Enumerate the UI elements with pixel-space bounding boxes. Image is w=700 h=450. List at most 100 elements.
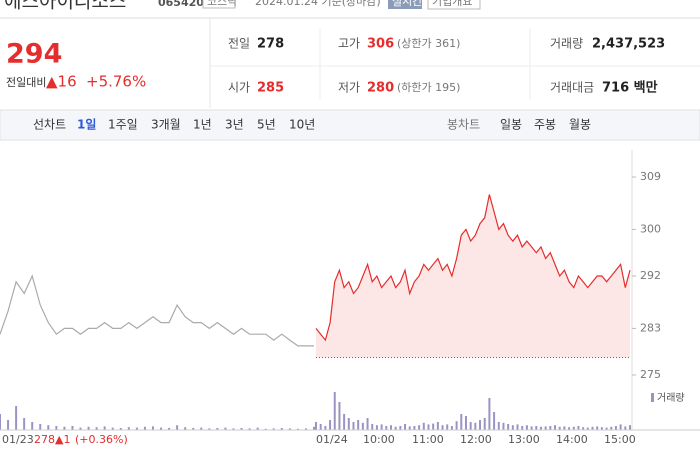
volume-bar	[493, 412, 496, 430]
volume-bar	[544, 426, 547, 430]
volume-bar	[582, 427, 585, 430]
volume-bar	[572, 426, 575, 430]
volume-bar	[624, 426, 627, 430]
volume-bar	[119, 428, 122, 430]
volume-bar	[272, 428, 275, 430]
candle-tab[interactable]: 일봉	[500, 118, 522, 132]
volume-bar	[488, 398, 491, 430]
period-tab[interactable]: 1주일	[108, 118, 138, 132]
volume-bar	[549, 426, 552, 430]
volume-bar	[23, 418, 26, 430]
x-tick-label: 11:00	[412, 433, 444, 446]
y-tick-label: 309	[640, 170, 661, 183]
volume-bar	[460, 414, 463, 430]
stat-label: 시가	[228, 81, 250, 95]
volume-bar	[224, 427, 227, 430]
volume-bar	[610, 426, 613, 430]
price-line	[0, 274, 314, 347]
stock-name: 에스아이리소스	[4, 0, 126, 13]
volume-bar	[371, 424, 374, 430]
volume-bar	[464, 416, 467, 430]
volume-bar	[280, 428, 283, 430]
stat-label: 저가	[338, 81, 360, 95]
tab-bar	[0, 109, 700, 141]
volume-bar	[31, 422, 34, 430]
volume-bar	[0, 414, 1, 430]
volume-bar	[232, 428, 235, 430]
x-tick-label: 13:00	[508, 433, 540, 446]
realtime-badge[interactable]	[388, 0, 422, 9]
volume-bar	[380, 424, 383, 430]
volume-bar	[404, 424, 407, 430]
volume-bar	[55, 426, 58, 430]
price-line	[315, 194, 631, 342]
company[interactable]: 기업개요	[432, 0, 472, 8]
volume-bar	[357, 420, 360, 430]
volume-bar	[87, 426, 90, 430]
volume-bar	[521, 426, 524, 430]
stat-label: 거래대금	[550, 81, 594, 95]
volume-bar	[591, 426, 594, 430]
candle-tab[interactable]: 주봉	[534, 118, 556, 132]
volume-bar	[441, 425, 444, 430]
volume-bar	[39, 424, 42, 430]
x-tick-label: 01/24	[316, 433, 348, 446]
stat-label: 전일	[228, 37, 250, 51]
period-tab[interactable]: 3년	[225, 118, 244, 132]
volume-bar	[151, 426, 154, 430]
y-tick-label: 292	[640, 269, 661, 282]
volume-bar	[160, 427, 163, 430]
stat-value: 306	[367, 37, 394, 52]
volume-bar	[264, 428, 267, 430]
volume-bar	[192, 428, 195, 430]
volume-bar	[479, 420, 482, 430]
volume-bar	[296, 428, 299, 430]
stat-label: 거래량	[550, 37, 583, 51]
tab-candle[interactable]: 봉차트	[447, 118, 480, 132]
period-tab[interactable]: 10년	[289, 118, 315, 132]
volume-bar	[408, 426, 411, 430]
tab-line[interactable]: 선차트	[33, 118, 66, 132]
volume-bar	[216, 428, 219, 430]
stat-label: 고가	[338, 37, 360, 51]
stat-value: 280	[367, 81, 394, 96]
volume-bar	[333, 392, 336, 430]
volume-bar	[600, 427, 603, 430]
legend-swatch	[651, 393, 654, 402]
volume-bar	[483, 418, 486, 430]
volume-bar	[79, 427, 82, 430]
volume-bar	[507, 424, 510, 430]
market: 코스닥	[207, 0, 237, 8]
volume-bar	[375, 425, 378, 430]
period-tab[interactable]: 3개월	[151, 118, 181, 132]
x-tick-label: 01/23	[2, 433, 34, 446]
volume-bar	[586, 427, 589, 430]
volume-bar	[474, 422, 477, 430]
realtime[interactable]: 실시간	[392, 0, 422, 8]
period-tab[interactable]: 5년	[257, 118, 276, 132]
volume-bar	[143, 426, 146, 430]
period-tab[interactable]: 1일	[77, 118, 96, 132]
x-tick-label: 14:00	[556, 433, 588, 446]
stat-note: (하한가 195)	[397, 80, 460, 94]
volume-bar	[304, 428, 307, 430]
volume-bar	[111, 427, 114, 430]
volume-bar	[184, 427, 187, 430]
company-btn[interactable]	[427, 0, 481, 10]
x-tick-label: 15:00	[604, 433, 636, 446]
stat-value: 2,437,523	[592, 37, 665, 52]
volume-bar	[558, 426, 561, 430]
change: ▲16	[46, 73, 77, 91]
volume-bar	[200, 427, 203, 430]
volume-bar	[455, 421, 458, 430]
volume-bar	[450, 426, 453, 430]
volume-bar	[95, 427, 98, 430]
period-tab[interactable]: 1년	[193, 118, 212, 132]
volume-bar	[240, 428, 243, 430]
y-tick-label: 283	[640, 321, 661, 334]
candle-tab[interactable]: 월봉	[569, 118, 591, 132]
volume-bar	[422, 422, 425, 430]
market-badge	[202, 0, 236, 9]
prev-info: 278	[34, 433, 55, 446]
volume-bar	[399, 426, 402, 430]
